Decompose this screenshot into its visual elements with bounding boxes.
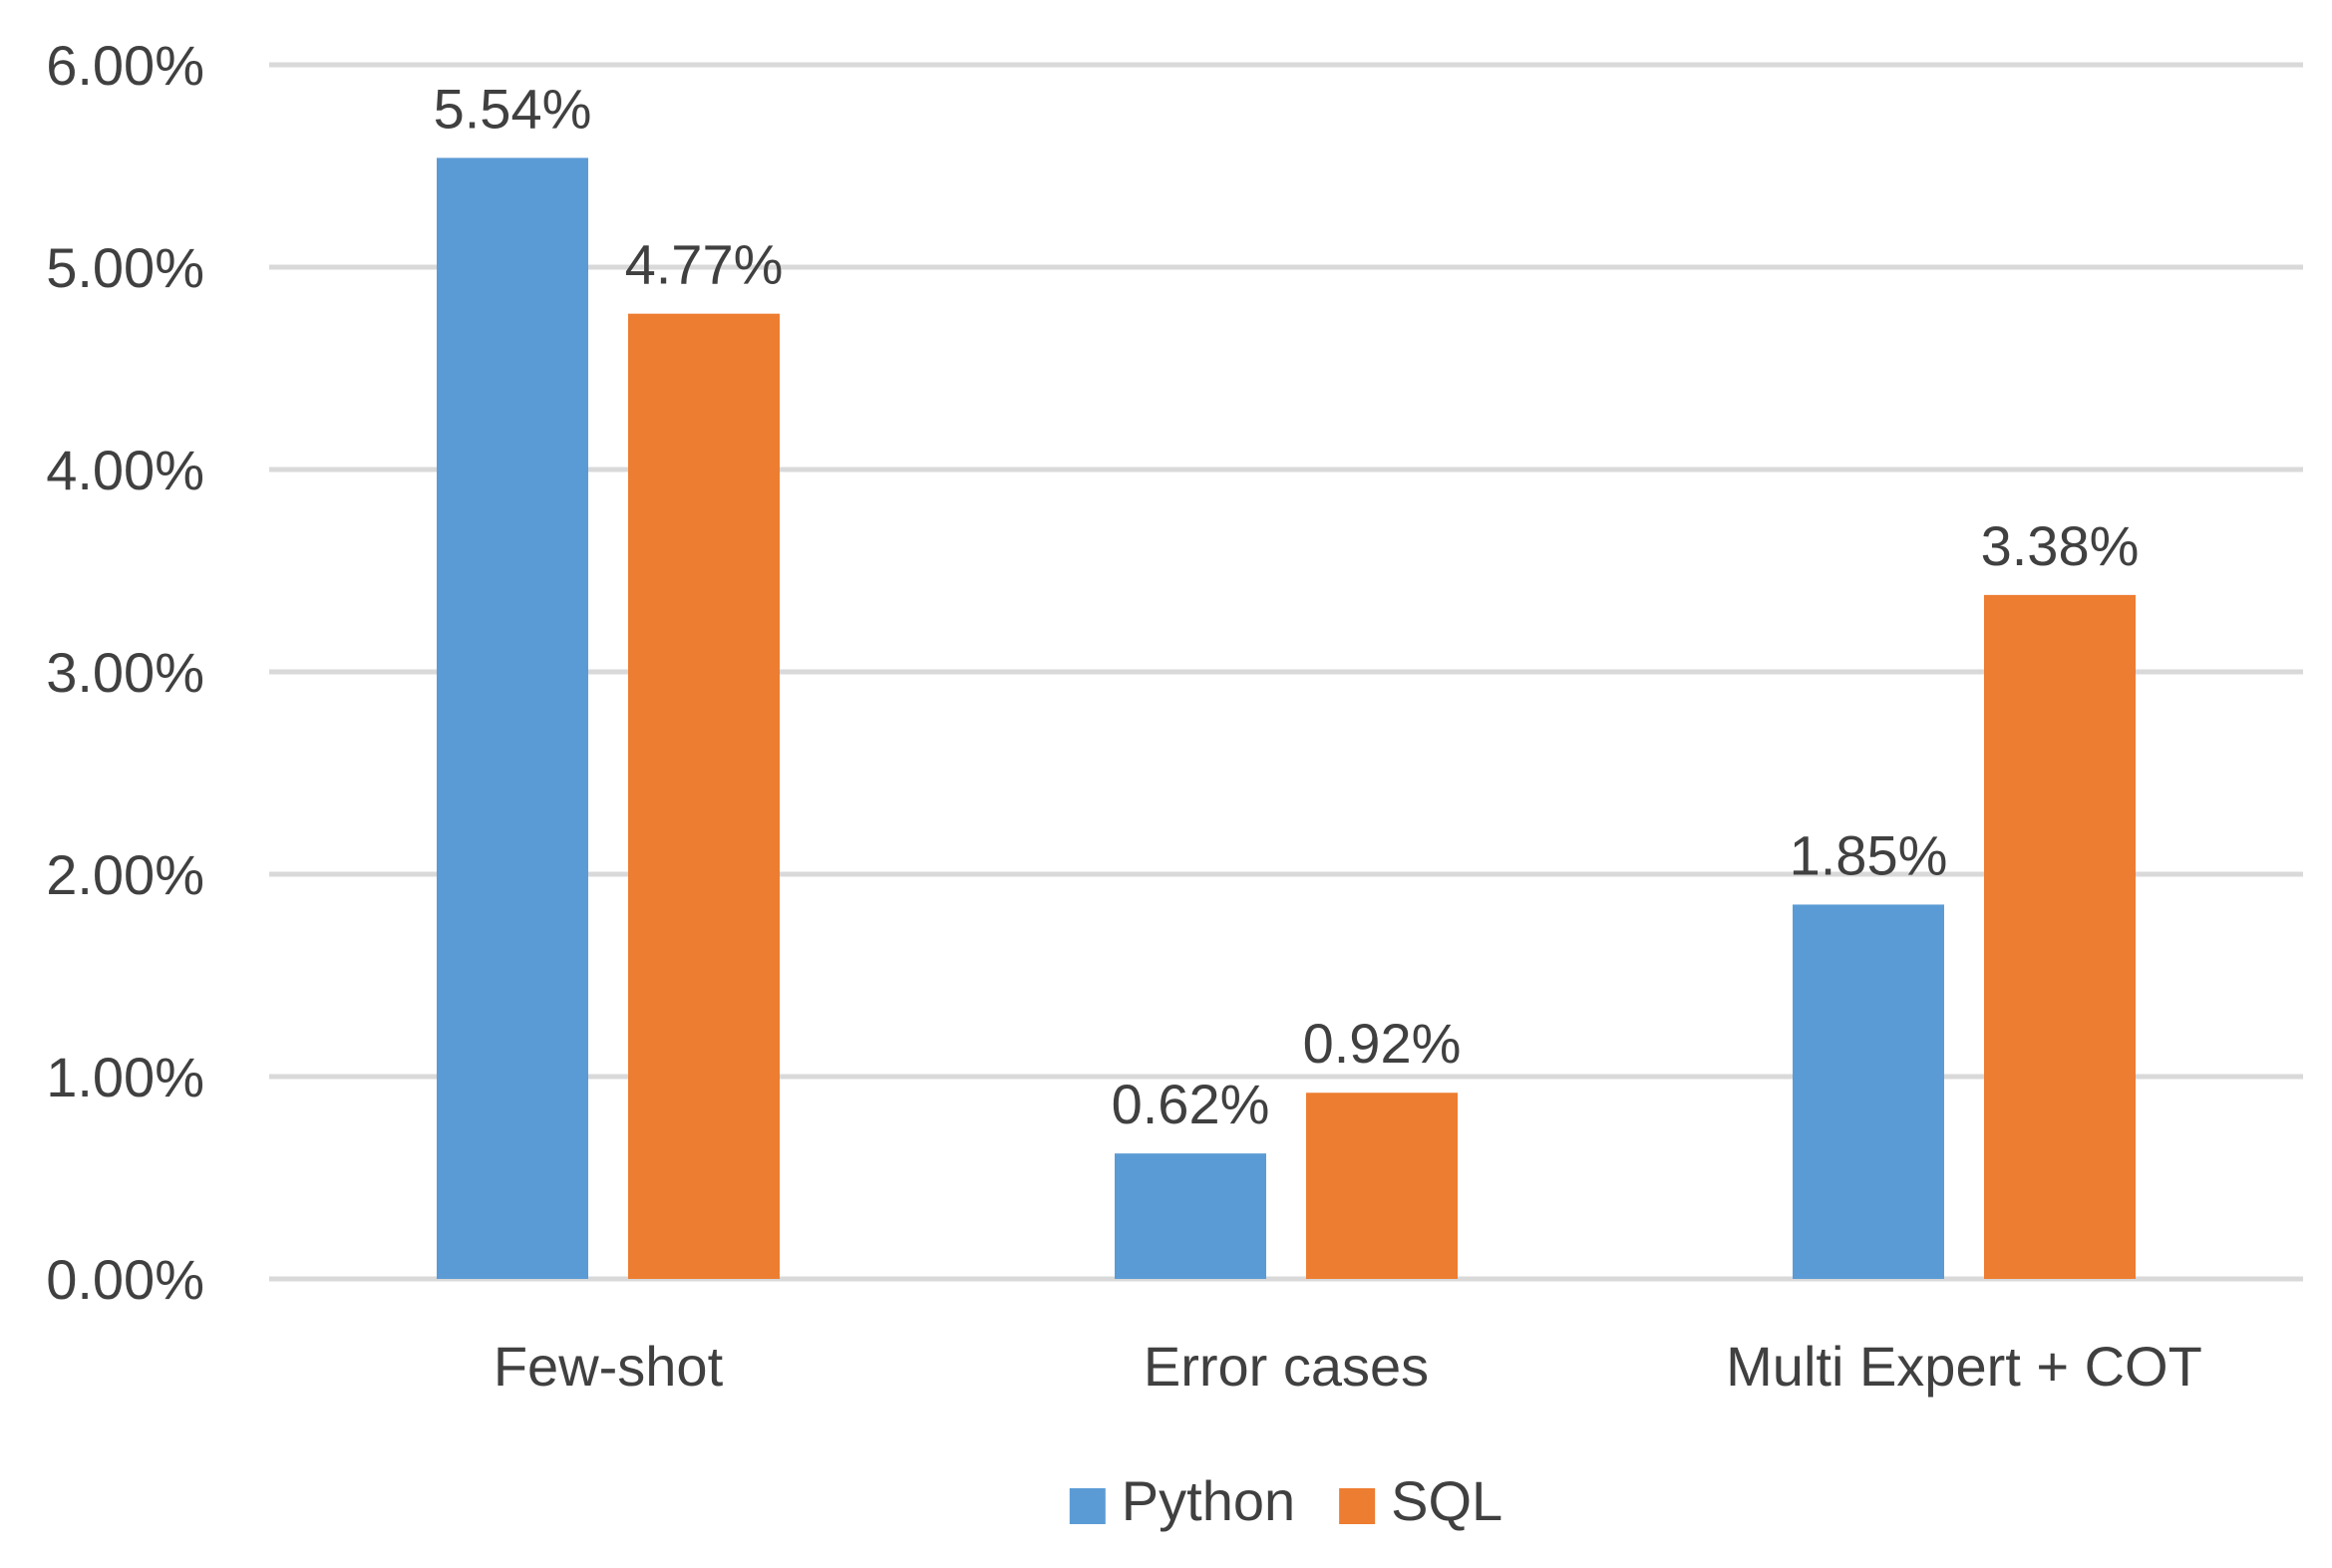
gridlines [269, 62, 2303, 1282]
y-tick-label-4: 4.00% [46, 439, 204, 501]
legend-label-sql[interactable]: SQL [1391, 1469, 1502, 1532]
data-labels: 5.54% 4.77% 0.62% 0.92% 1.85% 3.38% [434, 77, 2140, 1135]
y-tick-label-1: 1.00% [46, 1046, 204, 1108]
y-tick-label-3: 3.00% [46, 641, 204, 704]
bar-python-0[interactable] [437, 157, 588, 1279]
data-label-sql-0: 4.77% [625, 233, 784, 296]
legend-swatch-sql[interactable] [1339, 1488, 1376, 1524]
bar-python-2[interactable] [1793, 904, 1944, 1279]
data-label-sql-1: 0.92% [1303, 1012, 1462, 1075]
bar-python-1[interactable] [1115, 1153, 1266, 1279]
category-label-1: Error cases [1144, 1335, 1429, 1398]
y-tick-label-5: 5.00% [46, 236, 204, 299]
category-label-0: Few-shot [494, 1335, 724, 1398]
data-label-python-0: 5.54% [434, 77, 592, 140]
data-label-python-2: 1.85% [1790, 823, 1948, 886]
bar-sql-0[interactable] [628, 313, 780, 1279]
bar-sql-2[interactable] [1984, 594, 2136, 1279]
legend-label-python[interactable]: Python [1122, 1469, 1295, 1532]
legend[interactable]: Python SQL [1069, 1469, 1502, 1532]
y-tick-label-6: 6.00% [46, 34, 204, 97]
data-label-sql-2: 3.38% [1981, 514, 2140, 577]
bars [437, 157, 2136, 1279]
y-tick-label-2: 2.00% [46, 843, 204, 906]
data-label-python-1: 0.62% [1112, 1073, 1270, 1135]
x-axis-category-labels: Few-shot Error cases Multi Expert + COT [494, 1335, 2202, 1398]
y-axis-tick-labels: 0.00% 1.00% 2.00% 3.00% 4.00% 5.00% 6.00% [46, 34, 204, 1311]
y-tick-label-0: 0.00% [46, 1248, 204, 1311]
legend-swatch-python[interactable] [1069, 1488, 1106, 1524]
bar-sql-1[interactable] [1306, 1093, 1458, 1279]
category-label-2: Multi Expert + COT [1726, 1335, 2202, 1398]
